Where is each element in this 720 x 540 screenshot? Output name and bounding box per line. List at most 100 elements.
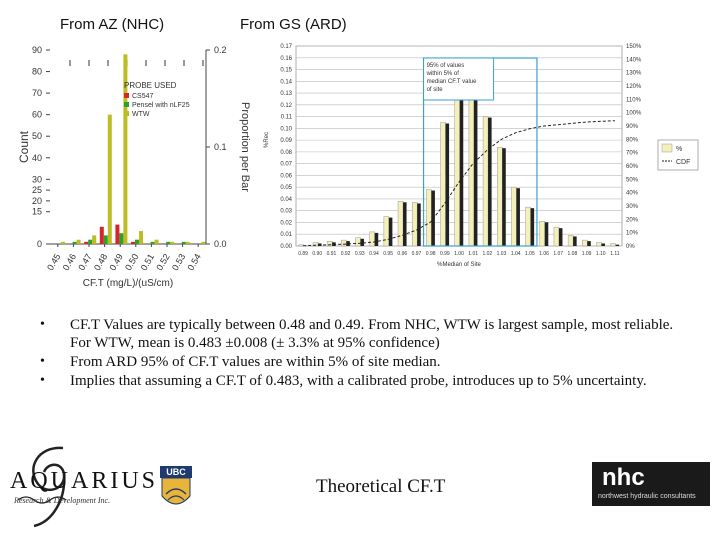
- legend-swatch: [124, 102, 129, 107]
- bar-pct: [411, 202, 418, 247]
- y2-tick-label: 0.1: [214, 142, 227, 152]
- y-tick-label: 40: [32, 153, 42, 163]
- x-tick-label: 0.89: [298, 251, 308, 257]
- y-tick-label: 0.00: [280, 244, 292, 250]
- y-tick-label: 0.12: [280, 103, 292, 109]
- legend-label: CDF: [676, 159, 690, 166]
- x-tick-label: 1.05: [525, 251, 535, 257]
- y2-tick-label: 70%: [626, 151, 639, 157]
- bar-shadow: [573, 236, 577, 246]
- legend-swatch-pct: [661, 143, 673, 153]
- bar-wtw: [139, 231, 143, 244]
- bar-shadow: [544, 222, 549, 246]
- x-tick-label: 0.94: [369, 251, 379, 257]
- bar-wtw: [123, 54, 128, 244]
- x-tick-label: 0.90: [312, 251, 322, 257]
- bar-pct: [525, 206, 531, 247]
- heading-ard: From GS (ARD): [240, 16, 347, 33]
- legend-label: WTW: [132, 111, 150, 118]
- y-tick-label: 25: [32, 185, 42, 195]
- y-tick-label: 0.09: [280, 138, 292, 144]
- x-tick-label: 0.51: [139, 252, 156, 272]
- bar-shadow: [601, 243, 605, 246]
- x-tick-label: 0.48: [92, 252, 109, 272]
- bar-pct: [426, 189, 432, 247]
- bar-wtw: [170, 241, 175, 244]
- x-tick-label: 1.11: [610, 251, 620, 257]
- y-tick-label: 80: [32, 67, 42, 77]
- x-tick-label: 1.08: [568, 251, 578, 257]
- bar-pct: [553, 226, 560, 247]
- y-tick-label: 0.03: [280, 209, 292, 215]
- bar-pct: [312, 242, 319, 247]
- y-tick-label: 60: [32, 110, 42, 120]
- legend-swatch: [124, 93, 129, 98]
- legend-label: %: [676, 146, 682, 153]
- y2-tick-label: 60%: [626, 164, 639, 170]
- x-tick-label: 1.06: [539, 251, 549, 257]
- x-tick-label: 0.97: [412, 251, 422, 257]
- x-tick-label: 0.49: [108, 252, 125, 272]
- x-tick-label: 0.52: [154, 252, 171, 272]
- x-tick-label: 0.45: [45, 252, 62, 272]
- y2-tick-label: 0%: [626, 244, 635, 250]
- bar-shadow: [615, 244, 620, 246]
- heading-nhc: From AZ (NHC): [60, 16, 165, 33]
- bar-shadow: [488, 117, 492, 247]
- x-tick-label: 1.00: [454, 251, 464, 257]
- y-tick-label: 0.16: [280, 56, 292, 62]
- bullet-item: Implies that assuming a CF.T of 0.483, w…: [40, 372, 680, 390]
- bar-shadow: [558, 228, 563, 246]
- aquarius-logo: AQUARIUS Research & Development Inc.: [8, 440, 168, 532]
- bar-pct: [497, 146, 503, 247]
- bar-pct: [610, 243, 616, 247]
- x-tick-label: 1.03: [497, 251, 507, 257]
- x-tick-label: 1.10: [596, 251, 606, 257]
- y-tick-label: 90: [32, 45, 42, 55]
- y-axis-title: Count: [17, 130, 31, 163]
- y2-tick-label: 90%: [626, 124, 639, 130]
- bar-pct: [383, 216, 390, 247]
- x-axis-title: %Median of Site: [437, 262, 481, 268]
- y-tick-label: 0.10: [280, 126, 292, 132]
- y-tick-label: 15: [32, 207, 42, 217]
- x-tick-label: 0.54: [186, 252, 203, 272]
- bar-cs547: [84, 241, 89, 244]
- y2-tick-label: 110%: [626, 97, 642, 103]
- bar-pct: [539, 221, 546, 247]
- bar-shadow: [445, 123, 450, 246]
- x-tick-label: 0.93: [355, 251, 365, 257]
- bar-pct: [397, 201, 404, 247]
- bar-pensel-with-nlf25: [119, 233, 124, 244]
- bar-pct: [582, 239, 588, 247]
- bar-pct: [355, 237, 361, 247]
- y-tick-label: 0: [37, 239, 42, 249]
- bar-shadow: [374, 232, 379, 246]
- ubc-label: UBC: [160, 466, 192, 478]
- bar-shadow: [516, 188, 520, 246]
- bar-wtw: [76, 239, 81, 244]
- bar-wtw: [107, 114, 112, 245]
- bar-pct: [567, 235, 574, 247]
- x-tick-label: 0.50: [123, 252, 140, 272]
- y2-tick-label: 100%: [626, 111, 642, 117]
- slide-footer-title: Theoretical CF.T: [316, 476, 446, 497]
- y2-tick-label: 30%: [626, 204, 639, 210]
- bullet-item: From ARD 95% of CF.T values are within 5…: [40, 353, 680, 371]
- x-tick-label: 0.46: [61, 252, 78, 272]
- y2-tick-label: 40%: [626, 191, 639, 197]
- bar-cs547: [131, 241, 135, 244]
- ard-histogram-chart: 0.00 0.01 0.02 0.03 0.04 0.05 0.06 0.07 0.08 0.09…: [264, 44, 699, 268]
- y-tick-label: 0.08: [280, 150, 292, 156]
- bar-shadow: [587, 241, 591, 246]
- bar-pensel-with-nlf25: [135, 239, 139, 244]
- nhc-logo: nhc northwest hydraulic consultants: [592, 462, 710, 506]
- y-tick-label: 0.17: [280, 44, 292, 50]
- bar-wtw: [61, 241, 65, 244]
- y2-tick-label: 80%: [626, 137, 639, 143]
- nhc-wordmark: nhc: [602, 464, 645, 491]
- y2-tick-label: 120%: [626, 84, 642, 90]
- aquarius-wordmark: AQUARIUS: [10, 468, 159, 494]
- y2-tick-label: 20%: [626, 217, 639, 223]
